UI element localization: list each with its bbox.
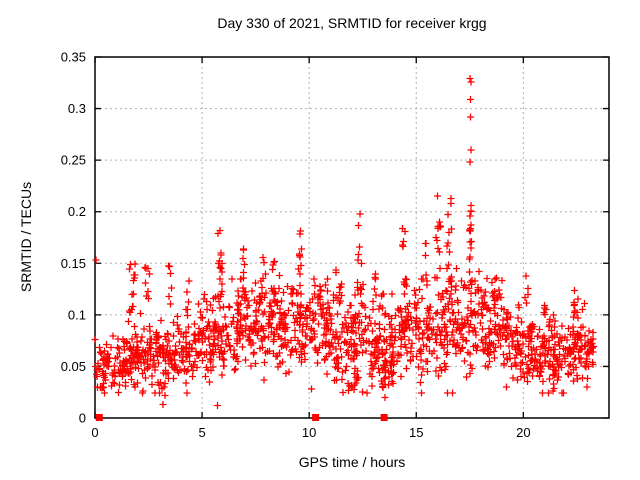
y-tick-label: 0.1 xyxy=(68,307,86,322)
y-tick-label: 0.3 xyxy=(68,101,86,116)
chart-title: Day 330 of 2021, SRMTID for receiver krg… xyxy=(217,15,487,31)
y-tick-label: 0 xyxy=(79,411,86,426)
y-tick-label: 0.35 xyxy=(61,50,86,65)
y-tick-label: 0.15 xyxy=(61,256,86,271)
x-tick-label: 10 xyxy=(302,425,316,440)
x-tick-label: 0 xyxy=(91,425,98,440)
x-tick-label: 5 xyxy=(198,425,205,440)
x-axis-label: GPS time / hours xyxy=(298,454,406,470)
y-tick-label: 0.2 xyxy=(68,204,86,219)
y-tick-label: 0.05 xyxy=(61,359,86,374)
y-tick-label: 0.25 xyxy=(61,153,86,168)
x-tick-label: 20 xyxy=(516,425,530,440)
data-points xyxy=(91,75,597,409)
zero-value-markers xyxy=(95,414,388,421)
plot-border xyxy=(94,56,610,419)
x-tick-label: 15 xyxy=(409,425,423,440)
